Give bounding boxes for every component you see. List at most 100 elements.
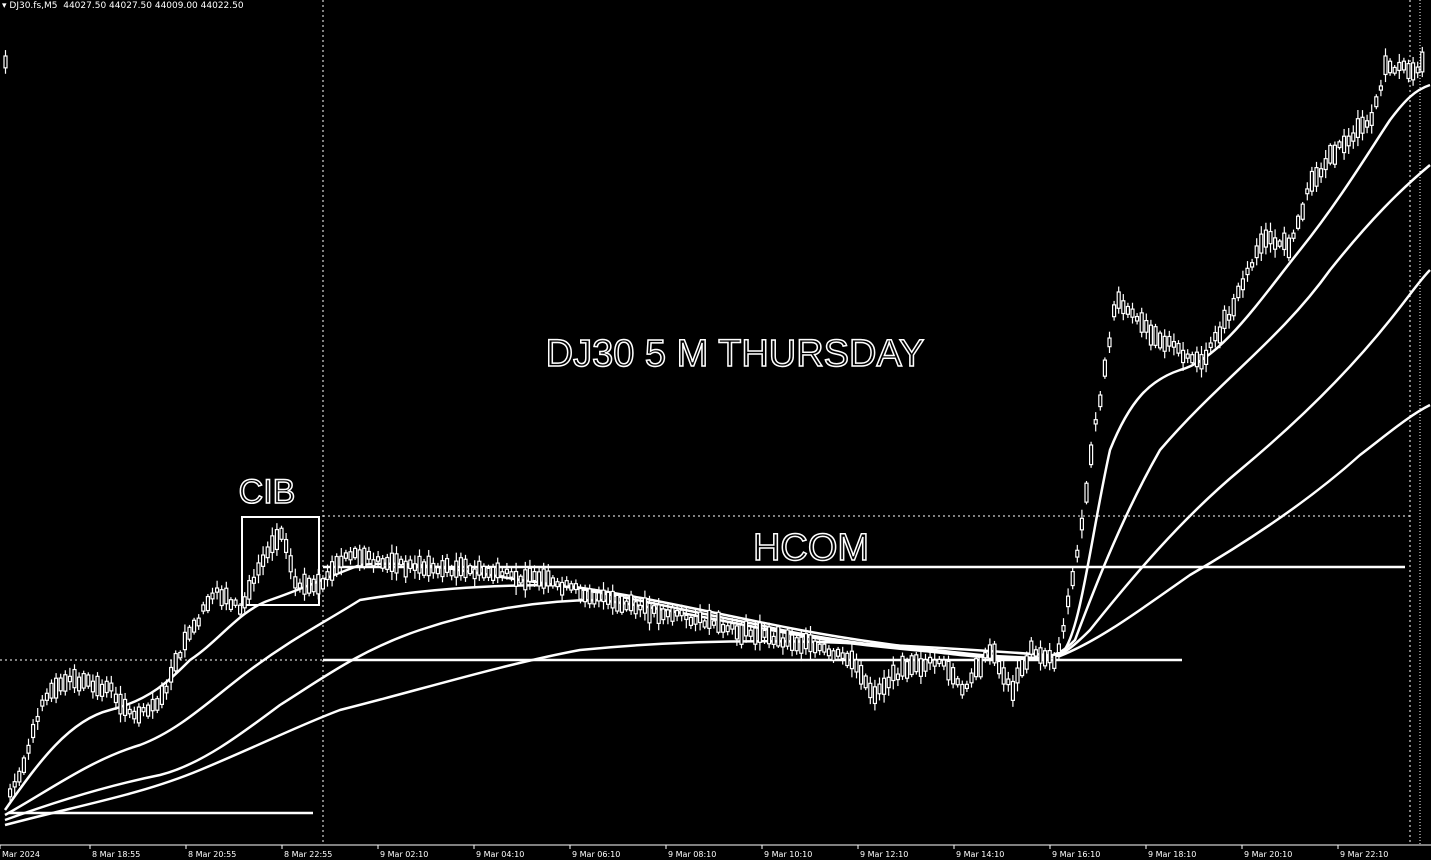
candle-body <box>771 635 776 646</box>
candle-body <box>684 614 689 621</box>
candle-body <box>408 559 413 570</box>
candle-body <box>651 605 657 614</box>
candle-body <box>868 682 873 699</box>
candle-body <box>642 597 648 614</box>
candle-body <box>67 675 73 683</box>
candle-body <box>532 571 537 582</box>
candle-body <box>468 565 473 575</box>
candle-body <box>670 607 675 622</box>
candle-body <box>914 654 919 673</box>
x-tick-label: 9 Mar 08:10 <box>668 850 716 859</box>
candle-body <box>900 655 905 677</box>
candle-body <box>610 590 615 609</box>
candle-body <box>605 591 611 605</box>
candle-body <box>316 573 321 595</box>
candle-body <box>527 567 533 582</box>
candle-body <box>17 770 22 783</box>
candle-body <box>1203 349 1209 366</box>
candle-body <box>1001 667 1006 685</box>
candle-body <box>707 609 712 629</box>
candle-body <box>435 567 440 575</box>
candle-body <box>1006 678 1011 686</box>
candle-body <box>776 626 781 647</box>
x-tick-label: 9 Mar 18:10 <box>1148 850 1196 859</box>
candle-body <box>192 619 197 633</box>
candle-body <box>1052 654 1057 669</box>
candle-body <box>1134 315 1140 322</box>
candle-body <box>927 656 933 664</box>
x-tick-label: 8 Mar 20:55 <box>188 850 236 859</box>
candle-body <box>587 588 592 605</box>
candle-body <box>1286 237 1292 259</box>
cib-box <box>241 516 320 606</box>
candle-body <box>302 573 307 595</box>
candle-body <box>187 626 192 640</box>
candle-body <box>417 555 422 574</box>
candle-body <box>1226 313 1232 321</box>
candle-body <box>858 664 864 685</box>
candle-body <box>343 552 348 559</box>
candle-body <box>831 650 836 661</box>
candle-body <box>555 581 560 588</box>
candle-body <box>1111 304 1117 318</box>
candle-body <box>339 555 344 568</box>
candle-body <box>1360 116 1365 134</box>
candle-body <box>44 692 50 701</box>
candle-body <box>307 577 312 594</box>
candle-body <box>789 634 795 651</box>
x-tick-label: 9 Mar 04:10 <box>476 850 524 859</box>
candle-body <box>647 602 652 624</box>
candle-body <box>697 611 703 624</box>
candle-body <box>1194 351 1200 368</box>
candle-body <box>169 666 174 683</box>
candle-body <box>403 560 408 578</box>
candle-body <box>582 589 588 603</box>
candle-body <box>325 571 330 581</box>
candle-body <box>1190 354 1195 364</box>
candle-body <box>1318 168 1324 178</box>
candle-body <box>845 652 850 667</box>
candle-body <box>40 699 45 707</box>
candle-body <box>127 708 132 715</box>
candle-body <box>808 634 813 653</box>
candle-body <box>1295 215 1301 229</box>
candle-body <box>960 683 965 696</box>
candle-body <box>1369 112 1374 126</box>
candle-body <box>518 575 523 584</box>
candle-body <box>104 680 109 694</box>
candle-body <box>1328 144 1333 164</box>
candle-body <box>1042 650 1048 667</box>
candle-body <box>1245 267 1250 276</box>
candle-body <box>1139 312 1144 333</box>
candle-body <box>1208 342 1213 349</box>
candle-body <box>983 652 988 659</box>
candle-body <box>1397 61 1402 72</box>
candle-body <box>233 599 238 606</box>
candle-body <box>1056 643 1062 654</box>
candle-body <box>35 715 40 722</box>
candle-body <box>1305 188 1310 195</box>
candle-body <box>1346 135 1351 147</box>
candle-body <box>463 558 468 579</box>
x-tick-label: 9 Mar 20:10 <box>1244 850 1292 859</box>
symbol-label: DJ30.fs,M5 <box>9 1 58 11</box>
candle-body <box>638 604 643 611</box>
candle-body <box>196 617 201 627</box>
candle-body <box>1029 640 1034 655</box>
candle-body <box>242 596 247 609</box>
candle-body <box>992 643 997 664</box>
candle-body <box>766 626 772 645</box>
candle-body <box>1180 349 1186 364</box>
candle-body <box>389 552 394 573</box>
x-tick-label: 9 Mar 12:10 <box>860 850 908 859</box>
candle-body <box>1010 680 1016 701</box>
candle-body <box>895 673 901 681</box>
candle-body <box>596 592 602 602</box>
candle-body <box>559 581 565 596</box>
candle-body <box>693 615 698 625</box>
x-tick-label: 9 Mar 22:10 <box>1340 850 1388 859</box>
candle-body <box>1268 230 1273 245</box>
candle-body <box>1263 229 1269 248</box>
x-tick-label: 9 Mar 02:10 <box>380 850 428 859</box>
